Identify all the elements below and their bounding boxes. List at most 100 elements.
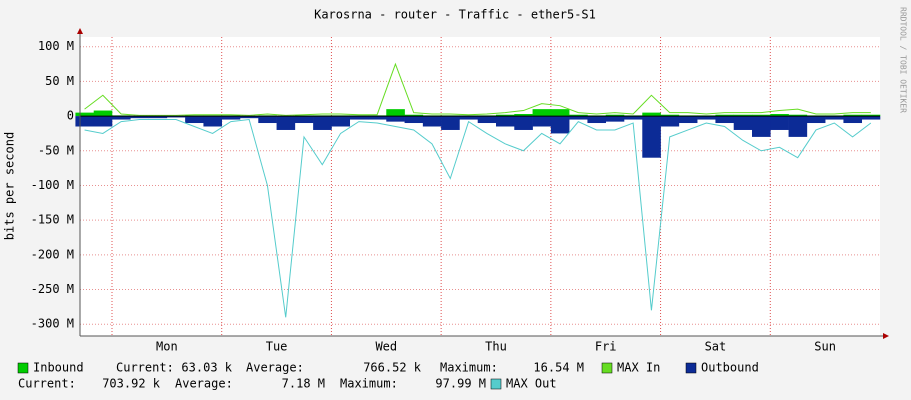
area-bar: [550, 116, 570, 134]
area-bar: [843, 114, 863, 117]
x-tick-label: Mon: [156, 340, 178, 354]
area-bar: [477, 116, 497, 124]
area-bar: [514, 114, 533, 117]
legend-label: MAX Out: [506, 377, 557, 391]
x-tick-label: Thu: [485, 340, 507, 354]
area-bar: [386, 116, 405, 122]
x-tick-label: Sat: [705, 340, 727, 354]
area-bar: [605, 116, 625, 122]
area-bar: [441, 116, 460, 130]
stat-label: Average:: [175, 377, 233, 391]
stat-label: Current:: [18, 377, 76, 391]
area-bar: [587, 116, 607, 124]
stat-value: 703.92 k: [102, 377, 161, 391]
area-bar: [605, 114, 625, 117]
area-bar: [313, 116, 332, 130]
area-bar: [514, 116, 533, 130]
area-bar: [276, 116, 296, 130]
area-bar: [752, 116, 771, 137]
area-bar: [642, 112, 661, 117]
area-bar: [349, 116, 369, 120]
legend-swatch: [601, 362, 613, 374]
area-bar: [93, 116, 113, 127]
area-bar: [294, 116, 314, 124]
area-bar: [148, 116, 168, 119]
area-bar: [185, 116, 204, 124]
area-bar: [112, 116, 131, 120]
area-bar: [75, 116, 95, 127]
area-bar: [496, 116, 515, 127]
stat-value: 97.99 M: [435, 377, 486, 391]
area-bar: [660, 116, 680, 127]
area-bar: [386, 109, 405, 117]
area-bar: [806, 116, 826, 124]
max-line: [84, 62, 871, 116]
area-bar: [770, 116, 789, 130]
area-bar: [569, 114, 588, 117]
y-tick-label: -150 M: [31, 213, 74, 227]
area-bar: [331, 116, 351, 127]
area-bar: [770, 114, 789, 117]
area-bar: [825, 116, 844, 120]
x-tick-label: Tue: [266, 340, 288, 354]
stat-label: Current:: [116, 361, 174, 375]
area-bar: [93, 110, 113, 117]
y-tick-label: 0: [67, 109, 74, 123]
area-bar: [532, 116, 552, 127]
area-bar: [203, 116, 223, 127]
area-bar: [715, 116, 735, 124]
area-bar: [532, 109, 552, 117]
area-bar: [788, 116, 808, 137]
legend-swatch: [17, 362, 29, 374]
area-bar: [550, 109, 570, 117]
area-bar: [843, 116, 863, 124]
legend-swatch: [490, 378, 502, 390]
x-tick-label: Sun: [814, 340, 836, 354]
area-bar: [733, 116, 753, 130]
plot-area: [80, 37, 880, 336]
stat-value: 7.18 M: [282, 377, 325, 391]
x-tick-label: Wed: [375, 340, 397, 354]
area-bar: [368, 116, 387, 120]
area-bar: [697, 116, 716, 120]
y-tick-label: 100 M: [38, 39, 74, 53]
legend-label: MAX In: [617, 361, 660, 375]
area-bar: [404, 116, 424, 124]
area-bar: [221, 116, 241, 120]
area-bar: [642, 116, 661, 158]
area-bar: [733, 114, 753, 117]
legend-label: Inbound: [33, 361, 84, 375]
y-tick-label: -50 M: [38, 143, 74, 157]
area-bar: [75, 112, 95, 117]
area-bar: [404, 114, 424, 117]
y-tick-label: -300 M: [31, 317, 74, 331]
area-bar: [861, 114, 881, 117]
area-bar: [422, 116, 442, 127]
y-tick-label: -100 M: [31, 178, 74, 192]
area-bar: [240, 116, 259, 119]
axis-arrow: [77, 28, 83, 34]
area-bar: [496, 114, 515, 117]
area-bar: [569, 116, 588, 120]
area-bar: [752, 114, 771, 117]
watermark: RRDTOOL / TOBI OETIKER: [899, 7, 908, 113]
stat-value: 63.03 k: [181, 361, 232, 375]
area-bar: [130, 116, 149, 119]
stat-label: Average:: [246, 361, 304, 375]
y-tick-label: 50 M: [45, 74, 74, 88]
stat-value: 16.54 M: [533, 361, 584, 375]
area-bar: [624, 116, 643, 120]
stat-label: Maximum:: [440, 361, 498, 375]
area-bar: [788, 114, 808, 117]
y-axis-label: bits per second: [3, 132, 17, 240]
area-bar: [660, 114, 680, 117]
area-bar: [459, 116, 479, 120]
area-bar: [861, 116, 881, 120]
area-bar: [166, 116, 186, 118]
x-tick-label: Fri: [595, 340, 617, 354]
area-bar: [678, 116, 698, 124]
chart-title: Karosrna - router - Traffic - ether5-S1: [314, 8, 596, 22]
max-line: [84, 119, 872, 318]
stat-label: Maximum:: [340, 377, 398, 391]
